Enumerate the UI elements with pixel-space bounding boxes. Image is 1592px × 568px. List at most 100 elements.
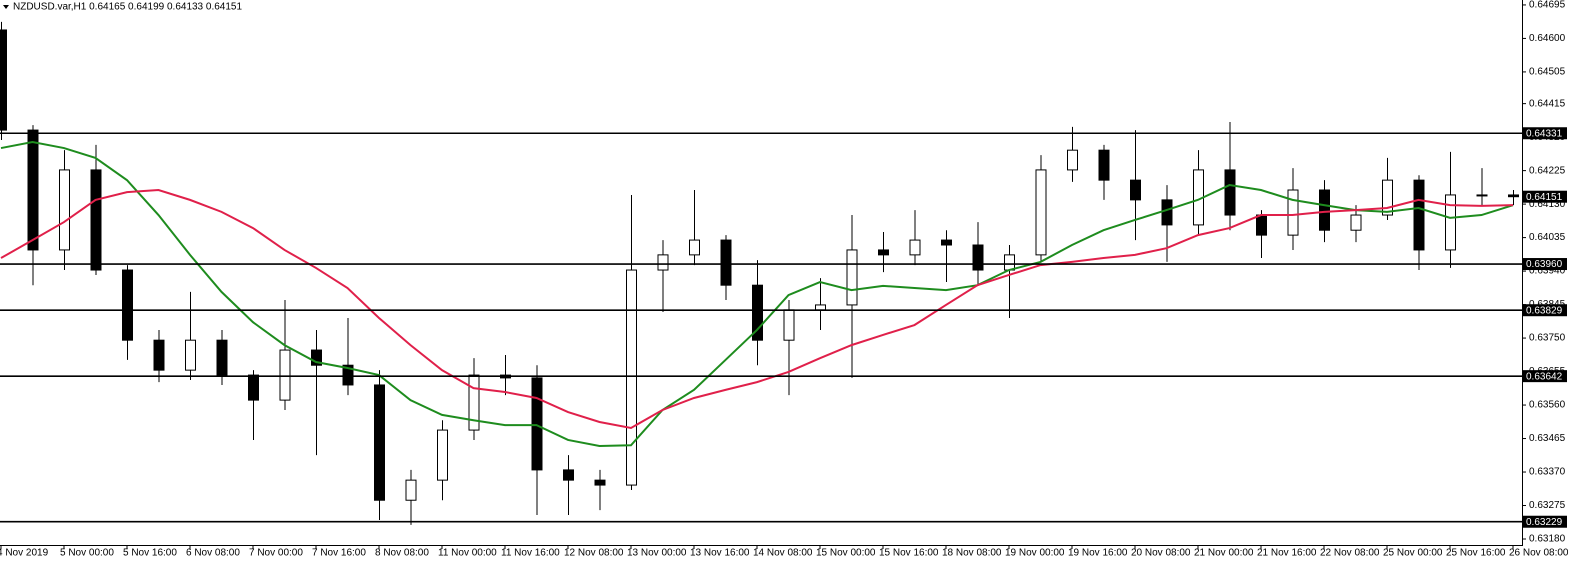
candle-body: [1350, 214, 1362, 231]
x-tick-label: 5 Nov 00:00: [60, 548, 114, 559]
level-price-label: 0.64331: [1526, 128, 1563, 139]
x-tick-label: 13 Nov 16:00: [690, 548, 750, 559]
candle-body: [941, 239, 952, 246]
candle-body: [1319, 189, 1330, 231]
x-tick-label: 15 Nov 00:00: [816, 548, 876, 559]
candle-body: [689, 239, 700, 256]
x-tick-label: 5 Nov 16:00: [123, 548, 177, 559]
candle-body: [311, 349, 322, 366]
level-price-label: 0.63960: [1526, 259, 1563, 270]
candle-body: [1256, 214, 1267, 236]
candle-body: [1004, 254, 1015, 271]
level-price-label: 0.63229: [1526, 517, 1563, 528]
candle-body: [846, 249, 858, 306]
candle-body: [752, 284, 763, 341]
candle-body: [185, 339, 196, 371]
level-price-label: 0.63829: [1526, 305, 1563, 316]
candle-body: [248, 374, 259, 401]
candle-body: [878, 249, 889, 256]
candle-body: [1476, 194, 1488, 197]
x-tick-label: 21 Nov 16:00: [1257, 548, 1317, 559]
candle-body: [972, 244, 984, 271]
x-tick-label: 7 Nov 00:00: [249, 548, 303, 559]
x-tick-label: 11 Nov 16:00: [501, 548, 560, 559]
level-price-box: [1523, 127, 1567, 140]
y-tick-label: 0.63370: [1529, 467, 1566, 478]
chart-title: NZDUSD.var,H1 0.64165 0.64199 0.64133 0.…: [13, 2, 242, 13]
level-price-label: 0.63642: [1526, 371, 1563, 382]
candle-body: [720, 239, 732, 286]
candle-body: [657, 254, 669, 271]
candle-body: [1287, 189, 1299, 236]
y-tick-label: 0.63180: [1529, 534, 1566, 545]
candle-body: [0, 29, 7, 131]
level-price-box: [1523, 258, 1567, 271]
y-tick-label: 0.63560: [1529, 400, 1566, 411]
x-tick-label: 4 Nov 2019: [0, 548, 49, 559]
x-tick-label: 26 Nov 08:00: [1509, 548, 1569, 559]
candle-body: [1098, 149, 1110, 181]
y-tick-label: 0.64415: [1529, 98, 1566, 109]
x-tick-label: 7 Nov 16:00: [312, 548, 366, 559]
x-tick-label: 14 Nov 08:00: [753, 548, 813, 559]
candle-body: [1067, 149, 1078, 171]
candle-body: [1224, 169, 1236, 216]
candle-body: [405, 479, 417, 501]
candle-body: [783, 309, 795, 341]
x-tick-label: 21 Nov 00:00: [1194, 548, 1254, 559]
y-tick-label: 0.64225: [1529, 165, 1566, 176]
candle-body: [468, 374, 480, 431]
candle-body: [374, 384, 385, 501]
x-tick-label: 6 Nov 08:00: [186, 548, 240, 559]
x-tick-label: 18 Nov 08:00: [942, 548, 1002, 559]
moving-average-line: [0, 141, 1514, 447]
y-tick-label: 0.64130: [1529, 199, 1566, 210]
y-tick-label: 0.63940: [1529, 266, 1566, 277]
candle-body: [531, 377, 543, 471]
candle-body: [815, 304, 826, 311]
last-price-label: 0.64151: [1526, 192, 1563, 203]
plot-area: [0, 21, 1522, 525]
y-tick-label: 0.63275: [1529, 500, 1566, 511]
x-tick-label: 19 Nov 16:00: [1068, 548, 1128, 559]
candle-body: [626, 269, 637, 486]
x-tick-label: 20 Nov 08:00: [1131, 548, 1191, 559]
candle-body: [27, 129, 39, 251]
candle-body: [1382, 179, 1393, 216]
candle-body: [279, 349, 291, 401]
candle-body: [1508, 194, 1519, 198]
candle-body: [1161, 199, 1173, 226]
x-tick-label: 19 Nov 00:00: [1005, 548, 1065, 559]
candle-body: [342, 364, 354, 386]
level-price-box: [1523, 304, 1567, 317]
y-tick-label: 0.64505: [1529, 67, 1566, 78]
candle-body: [594, 479, 606, 486]
x-tick-label: 13 Nov 00:00: [627, 548, 687, 559]
candle-body: [216, 339, 228, 376]
y-tick-label: 0.64695: [1529, 0, 1566, 11]
candle-body: [909, 239, 921, 256]
menu-triangle[interactable]: [3, 5, 9, 9]
level-price-box: [1523, 370, 1567, 383]
candle-body: [1445, 194, 1456, 251]
x-tick-label: 22 Nov 08:00: [1320, 548, 1380, 559]
candle-body: [437, 429, 448, 481]
moving-average-line: [0, 188, 1514, 430]
x-tick-label: 8 Nov 08:00: [375, 548, 429, 559]
x-tick-label: 15 Nov 16:00: [879, 548, 939, 559]
y-tick-label: 0.63465: [1529, 433, 1566, 444]
last-price-box: [1523, 190, 1567, 203]
y-tick-label: 0.64600: [1529, 33, 1566, 44]
x-tick-label: 12 Nov 08:00: [564, 548, 624, 559]
level-price-box: [1523, 515, 1567, 528]
x-tick-label: 25 Nov 00:00: [1383, 548, 1443, 559]
candle-body: [1035, 169, 1047, 256]
candle-body: [1130, 179, 1141, 201]
candle-body: [1413, 179, 1425, 251]
y-tick-label: 0.64035: [1529, 232, 1566, 243]
candle-body: [122, 269, 133, 341]
candle-body: [90, 169, 102, 271]
